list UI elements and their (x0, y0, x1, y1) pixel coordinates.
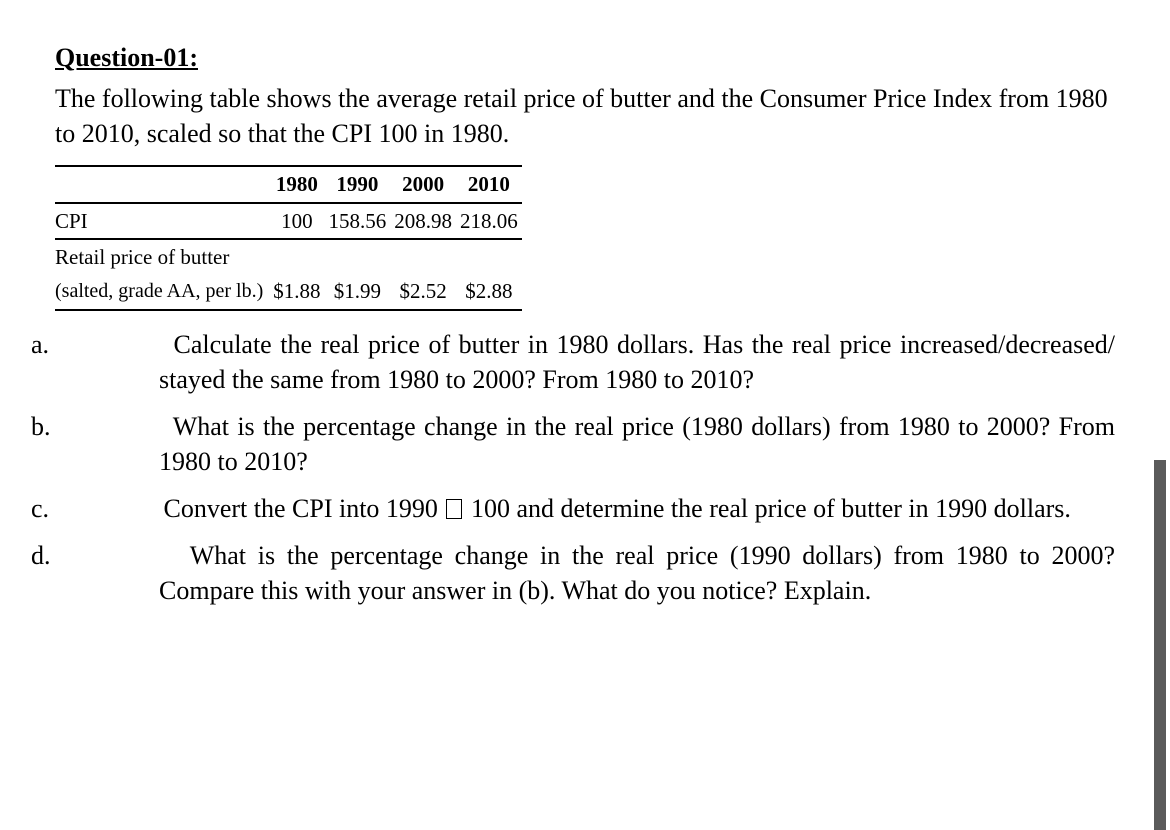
question-text: What is the percentage change in the rea… (190, 541, 882, 570)
table-year-header: 1980 (269, 166, 324, 202)
question-item-d: d. What is the percentage change in the … (95, 538, 1115, 608)
question-label: c. (95, 491, 131, 526)
question-intro: The following table shows the average re… (55, 81, 1115, 151)
table-cell (456, 239, 522, 274)
question-text: Calculate the real price of butter in 19… (174, 330, 831, 359)
question-text: butter in 1990 dollars. (841, 494, 1071, 523)
table-cell: 100 (269, 203, 324, 239)
table-year-header: 2000 (390, 166, 456, 202)
table-cell (325, 239, 391, 274)
table-cell: $1.99 (325, 274, 391, 309)
table-cell (390, 239, 456, 274)
question-label: a. (95, 327, 131, 362)
table-year-header: 1990 (325, 166, 391, 202)
table-row-sublabel: (salted, grade AA, per lb.) (55, 274, 269, 309)
table-year-header: 2010 (456, 166, 522, 202)
question-item-a: a. Calculate the real price of butter in… (95, 327, 1115, 397)
question-label: b. (95, 409, 131, 444)
question-text: What is the percentage change in the rea… (173, 412, 831, 441)
table-cell: 208.98 (390, 203, 456, 239)
data-table: 1980 1990 2000 2010 CPI 100 158.56 208.9… (55, 165, 522, 310)
table-cell (269, 239, 324, 274)
question-label: d. (95, 538, 131, 573)
table-cell: $2.88 (456, 274, 522, 309)
question-item-b: b. What is the percentage change in the … (95, 409, 1115, 479)
placeholder-box-icon (446, 499, 462, 519)
scrollbar[interactable] (1154, 0, 1166, 830)
table-cell: $1.88 (269, 274, 324, 309)
table-cell: $2.52 (390, 274, 456, 309)
question-list: a. Calculate the real price of butter in… (55, 327, 1115, 609)
scrollbar-thumb[interactable] (1154, 460, 1166, 830)
table-cell: 158.56 (325, 203, 391, 239)
question-text: Convert the CPI into 1990 (164, 494, 445, 523)
table-row-label: Retail price of butter (55, 239, 269, 274)
table-corner (55, 166, 269, 202)
question-text: 100 and determine the real price of (464, 494, 834, 523)
question-item-c: c. Convert the CPI into 1990 100 and det… (95, 491, 1115, 526)
table-row-label: CPI (55, 203, 269, 239)
question-heading: Question-01: (55, 40, 1115, 75)
table-cell: 218.06 (456, 203, 522, 239)
